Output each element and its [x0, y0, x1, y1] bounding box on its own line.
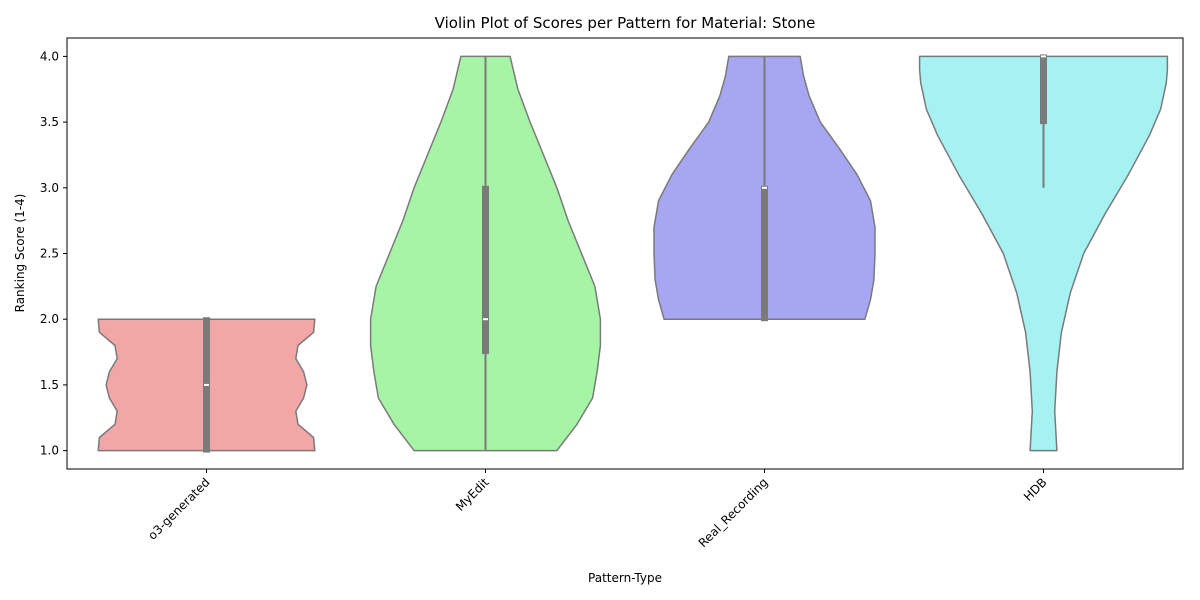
- y-tick-label: 3.5: [40, 115, 59, 129]
- y-axis-label: Ranking Score (1-4): [13, 194, 27, 313]
- y-tick-label: 2.5: [40, 247, 59, 261]
- chart-title: Violin Plot of Scores per Pattern for Ma…: [435, 14, 816, 32]
- x-tick-label: HDB: [1021, 475, 1050, 504]
- violin-iqr-box: [482, 185, 489, 355]
- x-axis: o3-generated MyEdit Real_Recording HDB: [145, 469, 1050, 550]
- y-axis: 1.0 1.5 2.0 2.5 3.0 3.5 4.0: [40, 49, 67, 458]
- y-tick-label: 2.0: [40, 312, 59, 326]
- x-tick-label: MyEdit: [453, 475, 492, 514]
- violin-iqr-box: [761, 185, 768, 322]
- violins-layer: [97, 54, 1169, 453]
- violin-iqr-box: [1040, 54, 1047, 125]
- y-tick-label: 4.0: [40, 49, 59, 63]
- violin-body: [918, 55, 1169, 452]
- x-tick-label: o3-generated: [145, 475, 212, 542]
- x-axis-label: Pattern-Type: [588, 571, 662, 585]
- y-tick-label: 1.5: [40, 378, 59, 392]
- y-tick-label: 3.0: [40, 181, 59, 195]
- y-tick-label: 1.0: [40, 444, 59, 458]
- x-tick-label: Real_Recording: [696, 475, 771, 550]
